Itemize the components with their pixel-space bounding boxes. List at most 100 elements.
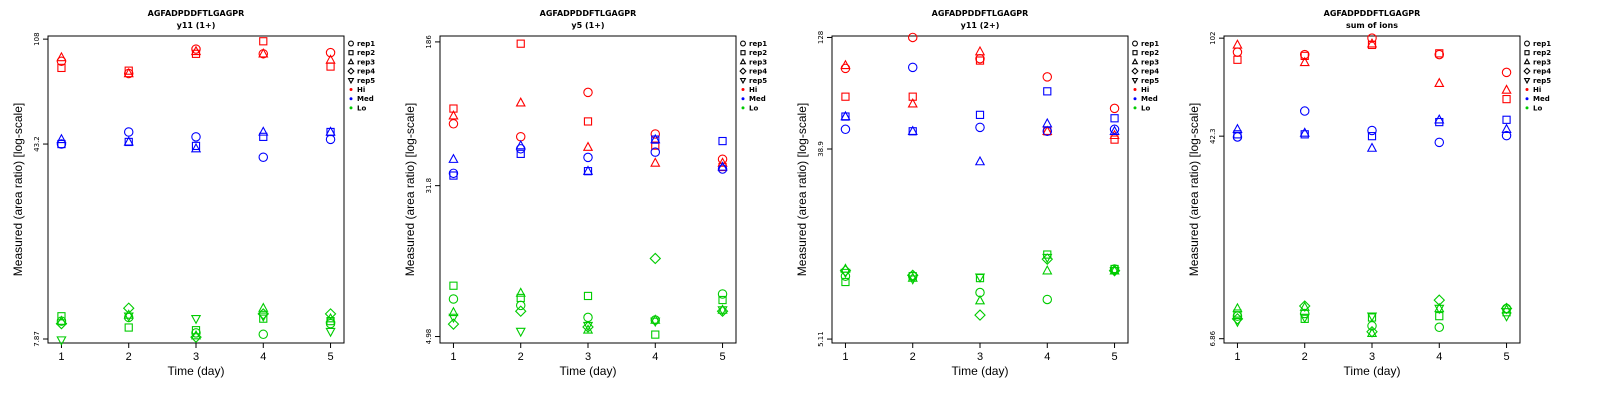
legend-symbol-rep4 xyxy=(1523,67,1531,75)
data-point-med xyxy=(718,136,727,146)
y-axis-label: Measured (area ratio) [log-scale] xyxy=(1187,103,1201,276)
legend-label-rep4: rep4 xyxy=(749,68,767,76)
data-point-lo xyxy=(1109,267,1120,277)
legend-label-rep4: rep4 xyxy=(1141,68,1159,76)
y-tick-label: 7.87 xyxy=(33,331,41,347)
legend-label-rep4: rep4 xyxy=(1533,68,1551,76)
data-point-lo xyxy=(190,331,202,343)
x-tick-label: 5 xyxy=(327,351,333,363)
data-point-hi xyxy=(1110,135,1119,144)
chart-title: AGFADPDDFTLGAGPR xyxy=(540,9,637,18)
y-tick-label: 186 xyxy=(425,35,433,49)
data-point-hi xyxy=(448,110,459,120)
data-point-med xyxy=(191,141,201,151)
data-point-lo xyxy=(258,312,269,323)
data-point-lo xyxy=(1298,300,1311,312)
data-point-lo xyxy=(974,273,986,283)
data-point-lo xyxy=(258,302,269,312)
data-point-med xyxy=(515,139,526,150)
data-point-med xyxy=(717,161,728,171)
legend-label-rep5: rep5 xyxy=(749,77,767,85)
data-point-hi xyxy=(1434,77,1445,88)
legend-label-lo: Lo xyxy=(1141,104,1150,112)
data-point-med xyxy=(448,168,459,179)
data-point-lo xyxy=(1233,309,1242,318)
plot-frame xyxy=(47,35,345,344)
legend-label-lo: Lo xyxy=(1533,104,1542,112)
data-point-lo xyxy=(841,277,850,287)
legend-label-rep3: rep3 xyxy=(357,58,375,66)
x-tick-label: 2 xyxy=(1302,351,1308,363)
y-tick-label: 102 xyxy=(1209,31,1217,44)
data-point-lo xyxy=(1366,312,1378,322)
data-point-hi xyxy=(258,48,269,58)
data-point-lo xyxy=(1232,317,1243,328)
x-axis-label: Time (day) xyxy=(1344,364,1401,378)
data-point-med xyxy=(56,133,67,144)
data-point-hi xyxy=(325,54,336,64)
legend-symbol-rep2 xyxy=(1524,50,1530,56)
legend-symbol-rep4 xyxy=(1131,67,1139,75)
data-point-lo xyxy=(1434,302,1445,313)
data-point-hi xyxy=(124,66,133,75)
data-point-med xyxy=(975,110,985,119)
data-point-med xyxy=(582,165,594,175)
data-point-hi xyxy=(448,119,459,129)
data-point-lo xyxy=(717,306,728,316)
data-point-lo xyxy=(124,323,133,332)
legend-symbol-rep2 xyxy=(348,50,354,56)
legend-dot-med xyxy=(349,97,353,101)
data-point-hi xyxy=(1434,49,1445,60)
data-point-lo xyxy=(582,321,594,333)
legend-dot-lo xyxy=(349,106,353,110)
data-point-lo xyxy=(325,312,336,323)
legend-label-lo: Lo xyxy=(357,104,366,112)
legend-label-rep3: rep3 xyxy=(1533,58,1551,66)
legend-symbol-rep3 xyxy=(347,58,355,65)
data-point-lo xyxy=(325,318,336,329)
data-point-med xyxy=(325,134,336,145)
data-point-lo xyxy=(514,305,527,318)
x-tick-label: 4 xyxy=(260,351,266,363)
x-tick-label: 3 xyxy=(977,351,983,363)
legend-symbol-rep3 xyxy=(1131,58,1139,65)
data-point-med xyxy=(1109,125,1120,135)
data-point-lo xyxy=(906,269,919,282)
chart-subtitle: y5 (1+) xyxy=(571,21,604,30)
legend-label-rep3: rep3 xyxy=(1141,58,1159,66)
data-point-lo xyxy=(257,308,270,320)
data-point-hi xyxy=(583,117,593,126)
data-point-hi xyxy=(123,67,134,78)
data-point-hi xyxy=(1367,33,1377,43)
data-point-med xyxy=(258,126,269,136)
legend-label-med: Med xyxy=(1141,95,1158,103)
data-point-lo xyxy=(1231,313,1244,325)
legend-label-lo: Lo xyxy=(749,104,758,112)
data-point-lo xyxy=(191,328,201,338)
data-point-lo xyxy=(717,289,728,299)
data-point-lo xyxy=(907,275,918,285)
legend-label-med: Med xyxy=(749,95,766,103)
legend-label-rep1: rep1 xyxy=(357,40,375,48)
x-tick-label: 1 xyxy=(842,351,848,363)
data-point-lo xyxy=(448,306,459,317)
x-tick-label: 4 xyxy=(652,351,658,363)
data-point-lo xyxy=(448,313,459,324)
data-point-med xyxy=(1299,106,1310,116)
x-tick-label: 2 xyxy=(518,351,524,363)
data-point-med xyxy=(975,122,985,133)
legend-label-hi: Hi xyxy=(1141,86,1149,94)
x-axis-label: Time (day) xyxy=(952,364,1009,378)
chart-panel-4: AGFADPDDFTLGAGPR sum of ions 1 2 3 4 5 Time (da… xyxy=(1187,9,1551,378)
data-point-lo xyxy=(515,327,526,338)
data-point-hi xyxy=(582,141,594,151)
data-point-lo xyxy=(190,329,202,340)
data-point-lo xyxy=(1042,264,1053,275)
data-point-lo xyxy=(1299,308,1310,319)
legend-dot-hi xyxy=(741,88,745,91)
legend-label-rep1: rep1 xyxy=(1141,40,1159,48)
data-point-med xyxy=(840,124,851,135)
data-point-hi xyxy=(907,32,918,43)
data-point-lo xyxy=(190,314,202,325)
x-tick-label: 2 xyxy=(910,351,916,363)
